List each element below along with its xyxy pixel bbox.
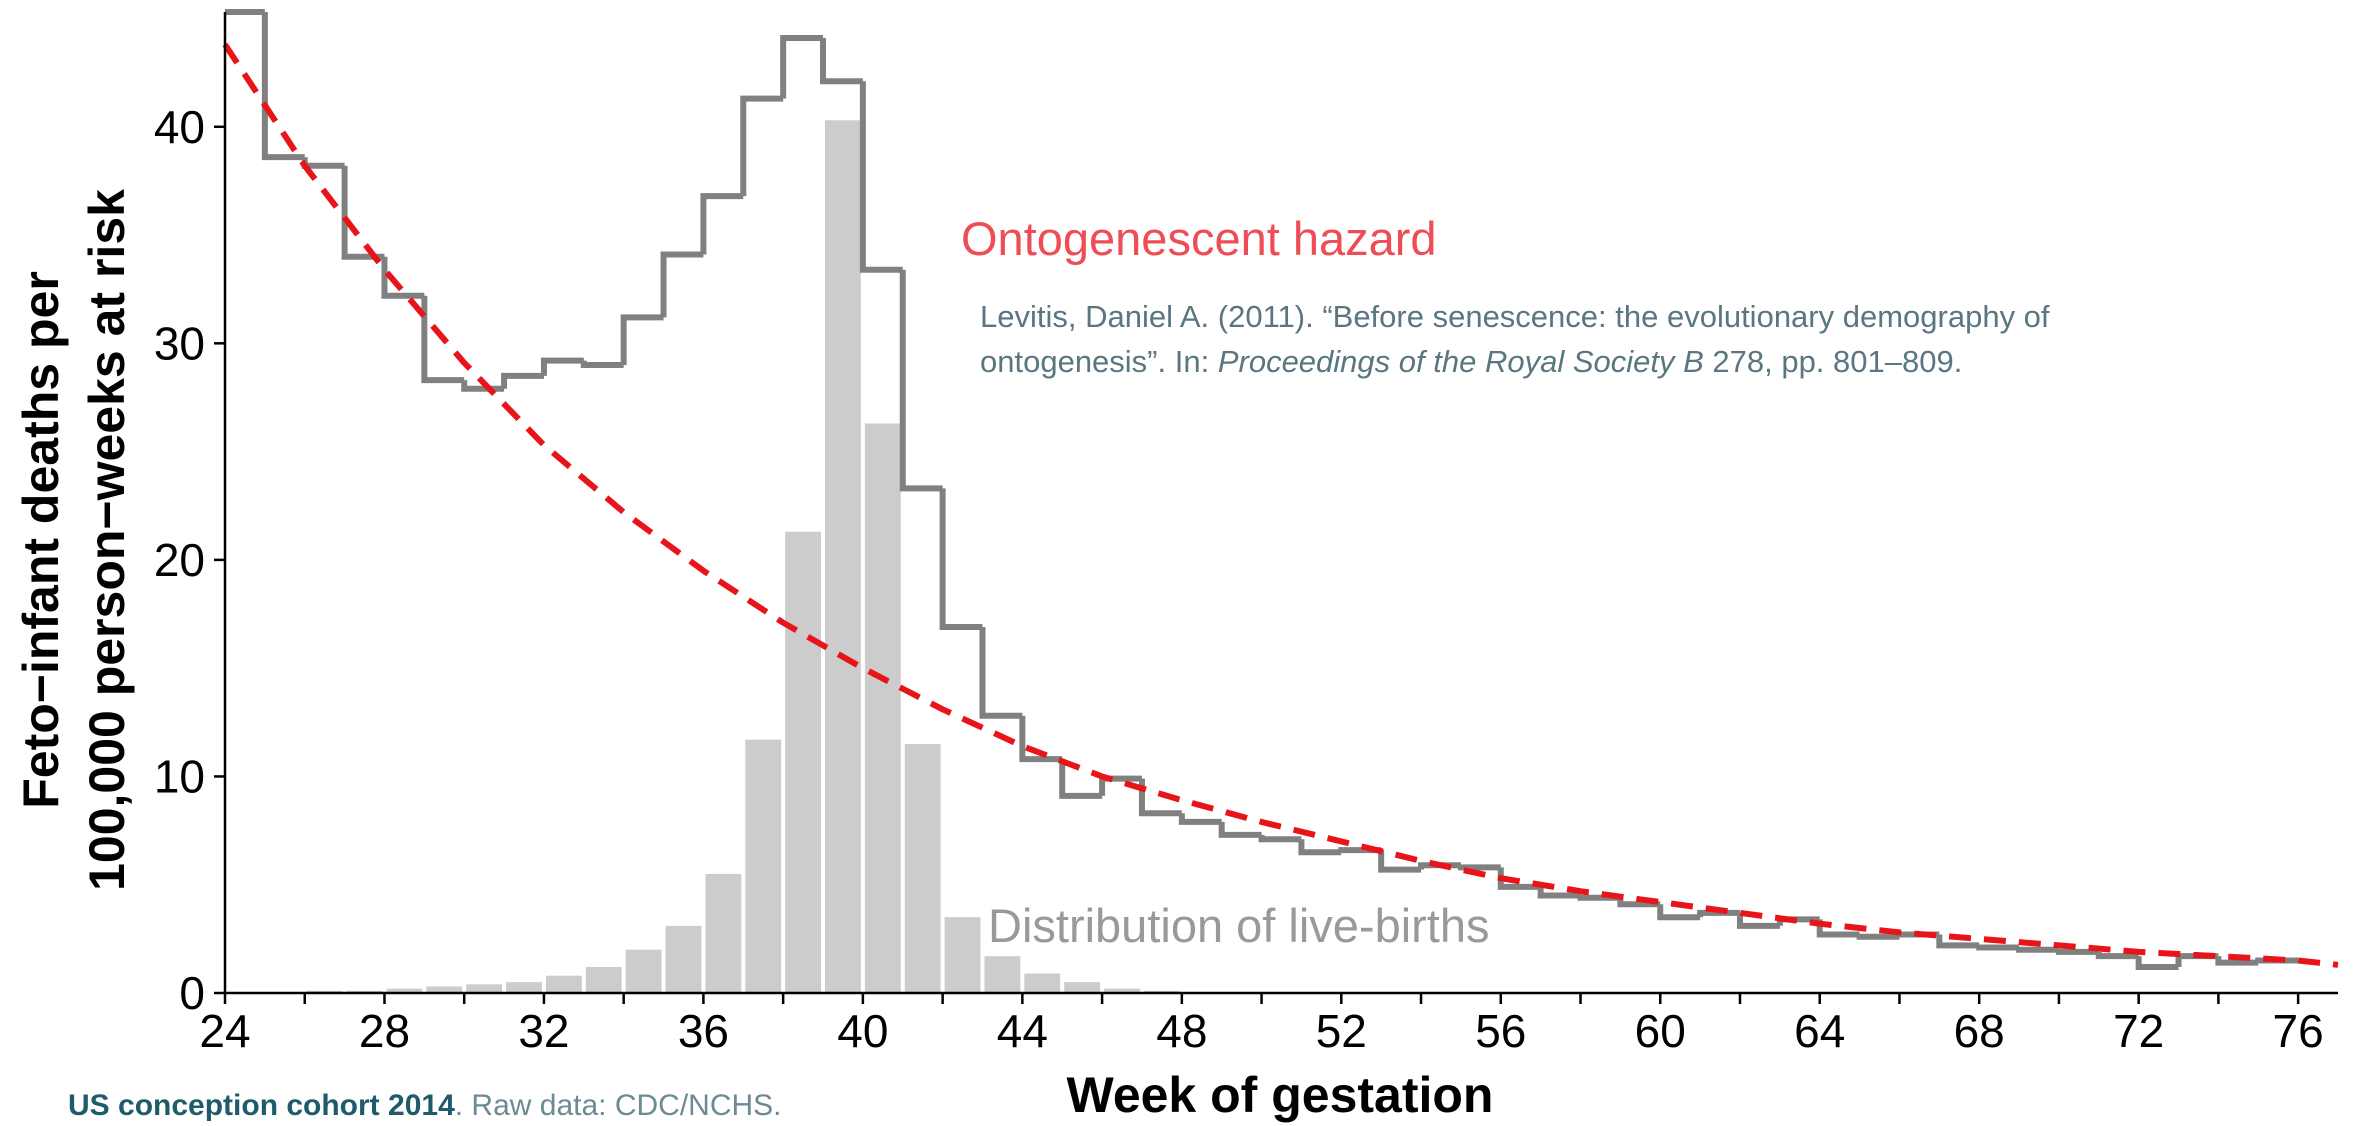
step-segment [2215, 956, 2259, 966]
x-tick-label: 32 [518, 1005, 569, 1057]
step-segment [2095, 951, 2139, 960]
step-segment [1736, 912, 1780, 929]
step-segment [261, 12, 305, 161]
step-segment [1457, 864, 1501, 871]
x-tick-label: 40 [837, 1005, 888, 1057]
bar [466, 984, 503, 993]
x-tick-label: 44 [997, 1005, 1048, 1057]
step-segment [1378, 850, 1422, 873]
step-segment [1617, 897, 1661, 908]
bar [1024, 973, 1061, 993]
bar [1104, 988, 1140, 993]
x-axis-title: Week of gestation [1067, 1067, 1494, 1123]
x-tick-label: 64 [1794, 1005, 1845, 1057]
step-segment [620, 314, 664, 365]
bar [1064, 982, 1101, 993]
step-segment [2135, 956, 2179, 971]
step-segment [1697, 909, 1740, 918]
step-segment [341, 165, 385, 260]
step-segment [1218, 821, 1262, 838]
step-segment [540, 357, 584, 376]
bar [904, 743, 941, 993]
citation-text: ontogenesis”. In: [980, 344, 1218, 379]
bar [386, 988, 423, 993]
step-segment [580, 360, 624, 368]
step-segment [1537, 886, 1581, 899]
citation-text: 278, pp. 801–809. [1704, 344, 1963, 379]
step-segment [2055, 948, 2099, 955]
y-axis-title: 100,000 person−weeks at risk [79, 189, 135, 891]
footnote: US conception cohort 2014. Raw data: CDC… [68, 1089, 782, 1122]
step-segment [421, 295, 465, 384]
step-segment [1059, 759, 1103, 799]
bar [545, 975, 582, 993]
bar [785, 531, 822, 993]
step-segment [700, 193, 744, 255]
bar [825, 120, 861, 994]
x-tick-label: 52 [1316, 1005, 1367, 1057]
citation-line: ontogenesis”. In: Proceedings of the Roy… [980, 344, 1962, 379]
x-tick-label: 48 [1156, 1005, 1207, 1057]
x-tick-label: 60 [1635, 1005, 1686, 1057]
step-segment [740, 95, 784, 197]
births-annotation: Distribution of live-births [988, 899, 1490, 952]
bar [426, 986, 463, 993]
hazard-curve [222, 42, 2339, 968]
citation-journal: Proceedings of the Royal Society B [1218, 344, 1704, 379]
step-segment [501, 372, 544, 389]
x-tick-label: 56 [1475, 1005, 1526, 1057]
step-segment [1258, 834, 1302, 843]
step-segment [1019, 715, 1063, 763]
x-tick-label: 72 [2113, 1005, 2164, 1057]
step-segment [660, 251, 704, 318]
y-tick-label: 30 [154, 317, 205, 369]
bar [705, 873, 742, 993]
step-segment [301, 157, 345, 169]
x-tick-label: 68 [1954, 1005, 2005, 1057]
bar [585, 967, 622, 993]
plot-area [222, 9, 2339, 994]
hazard-annotation: Ontogenescent hazard [961, 212, 1437, 265]
citation-line: Levitis, Daniel A. (2011). “Before senes… [980, 299, 2050, 334]
x-tick-label: 24 [199, 1005, 250, 1057]
x-tick-label: 76 [2273, 1005, 2324, 1057]
bar [625, 949, 662, 993]
step-segment [1936, 934, 1980, 949]
y-tick-label: 20 [154, 534, 205, 586]
y-axis-title: Feto−infant deaths per [13, 271, 69, 809]
step-segment [899, 269, 943, 492]
bar [864, 423, 901, 994]
bar [745, 739, 782, 993]
axes: 24 28 32 36 40 44 48 52 56 60 64 68 72 76 0 10 20 30 40 [154, 12, 2338, 1057]
step-segment [780, 34, 824, 99]
footnote-bold: US conception cohort 2014 [68, 1089, 455, 1122]
y-tick-label: 10 [154, 750, 205, 802]
step-segment [2016, 946, 2059, 953]
step-segment [1976, 944, 2020, 951]
y-tick-label: 40 [154, 101, 205, 153]
y-tick-label: 0 [179, 967, 205, 1019]
step-segment [820, 37, 863, 85]
x-tick-label: 36 [678, 1005, 729, 1057]
step-segment [1178, 813, 1222, 825]
step-segment [381, 256, 425, 299]
bar [506, 982, 542, 993]
step-segment [859, 81, 903, 273]
footnote-text: . Raw data: CDC/NCHS. [455, 1089, 782, 1122]
step-segment [1497, 867, 1541, 890]
bar [984, 956, 1021, 993]
step-segment [979, 627, 1023, 719]
step-segment [1298, 839, 1342, 856]
step-segment [1657, 904, 1701, 921]
step-segment [939, 488, 983, 631]
bar [944, 917, 981, 993]
x-tick-label: 28 [359, 1005, 410, 1057]
bar [665, 925, 702, 993]
step-segment [1856, 933, 1900, 940]
